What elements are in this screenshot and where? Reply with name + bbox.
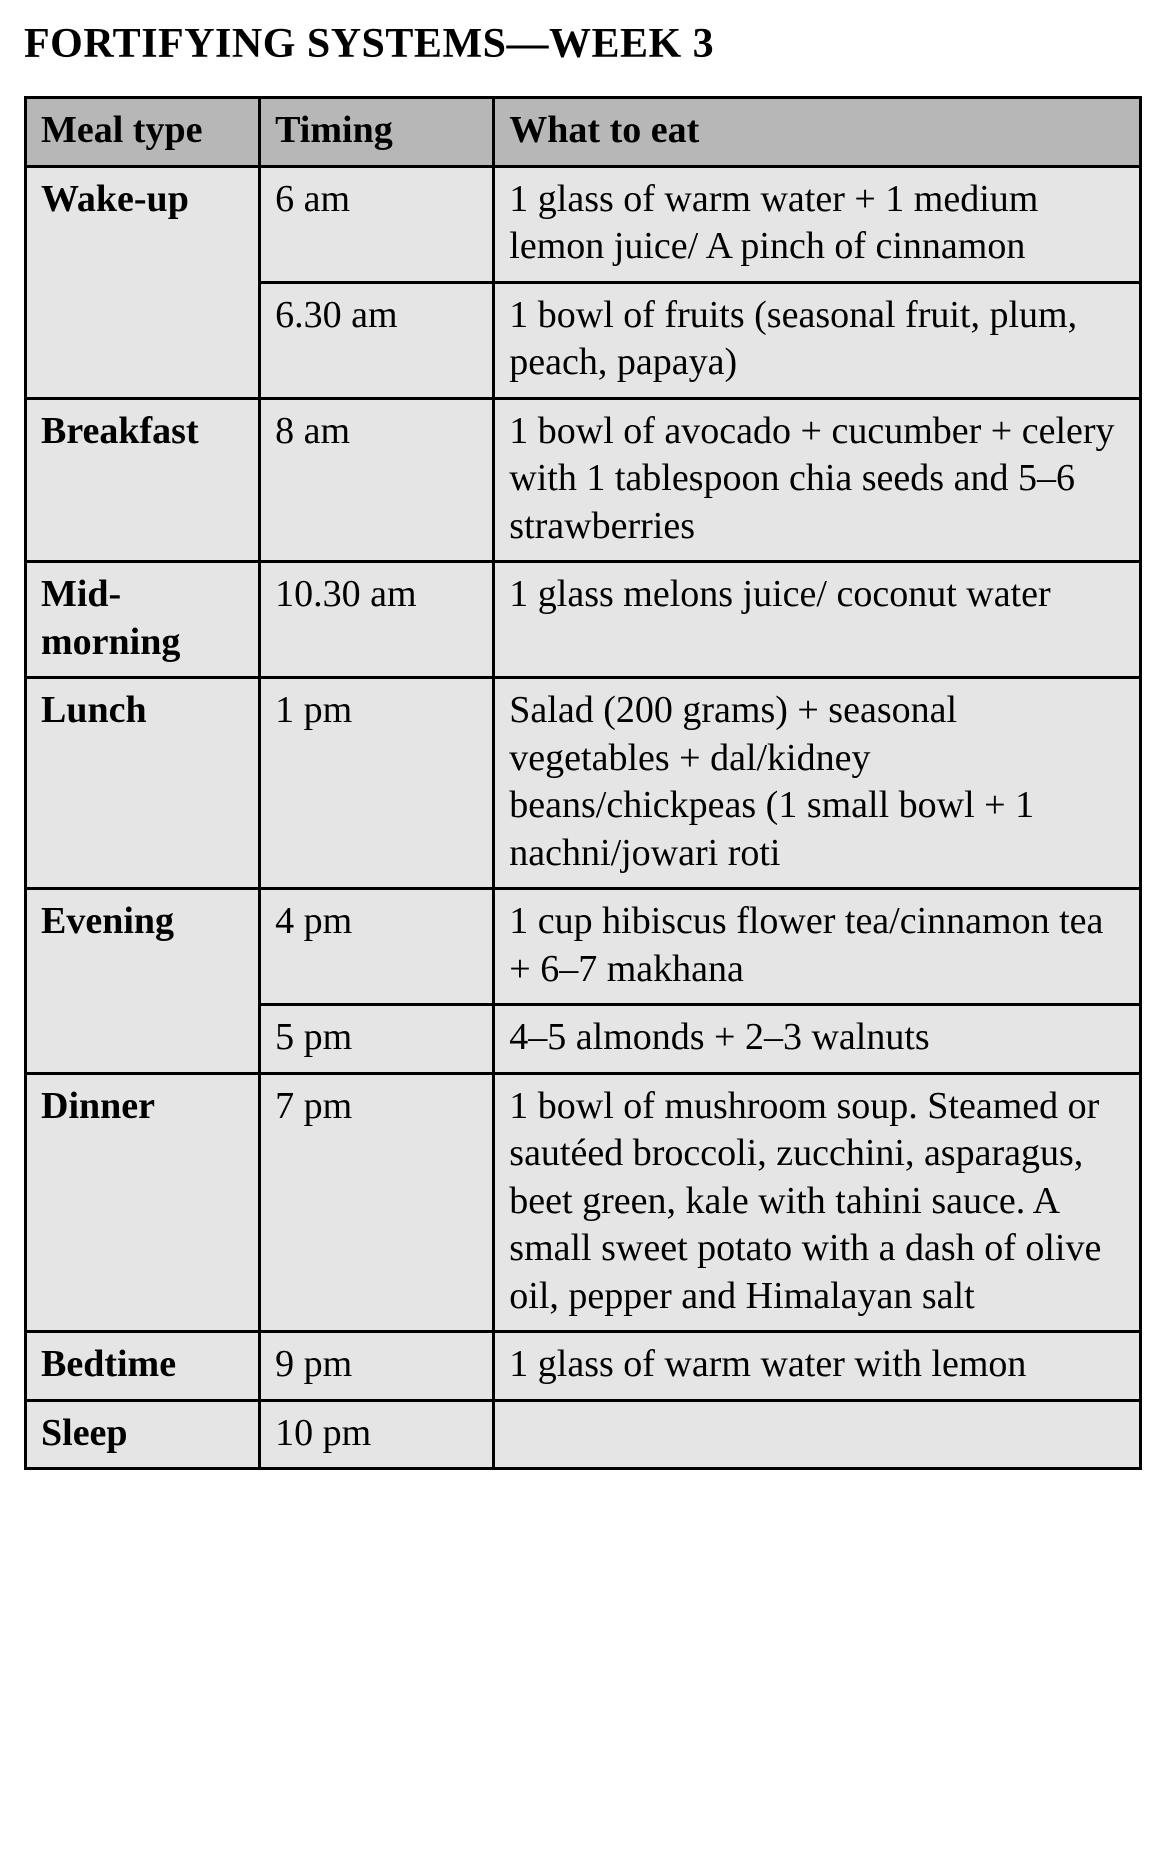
cell-timing: 9 pm bbox=[260, 1332, 494, 1401]
cell-meal-type: Wake-up bbox=[26, 166, 260, 398]
cell-meal-type: Bedtime bbox=[26, 1332, 260, 1401]
cell-meal-type: Evening bbox=[26, 889, 260, 1074]
col-header-meal-type: Meal type bbox=[26, 98, 260, 167]
meal-plan-body: Wake-up6 am1 glass of warm water + 1 med… bbox=[26, 166, 1141, 1469]
cell-what-to-eat bbox=[494, 1400, 1141, 1469]
cell-timing: 5 pm bbox=[260, 1005, 494, 1074]
cell-timing: 10 pm bbox=[260, 1400, 494, 1469]
cell-what-to-eat: 4–5 almonds + 2–3 walnuts bbox=[494, 1005, 1141, 1074]
cell-what-to-eat: 1 cup hibiscus flower tea/cinnamon tea +… bbox=[494, 889, 1141, 1005]
cell-timing: 6.30 am bbox=[260, 282, 494, 398]
cell-meal-type: Sleep bbox=[26, 1400, 260, 1469]
meal-plan-table: Meal type Timing What to eat Wake-up6 am… bbox=[24, 96, 1142, 1470]
cell-meal-type: Breakfast bbox=[26, 398, 260, 562]
cell-timing: 10.30 am bbox=[260, 562, 494, 678]
table-row: Breakfast8 am1 bowl of avocado + cucumbe… bbox=[26, 398, 1141, 562]
col-header-timing: Timing bbox=[260, 98, 494, 167]
cell-meal-type: Dinner bbox=[26, 1073, 260, 1332]
table-row: Sleep10 pm bbox=[26, 1400, 1141, 1469]
cell-what-to-eat: 1 glass of warm water + 1 medium lemon j… bbox=[494, 166, 1141, 282]
cell-meal-type: Lunch bbox=[26, 678, 260, 889]
cell-timing: 4 pm bbox=[260, 889, 494, 1005]
cell-timing: 1 pm bbox=[260, 678, 494, 889]
cell-what-to-eat: 1 bowl of avocado + cucumber + celery wi… bbox=[494, 398, 1141, 562]
page-title: FORTIFYING SYSTEMS—WEEK 3 bbox=[24, 20, 1142, 68]
cell-what-to-eat: Salad (200 grams) + seasonal vegetables … bbox=[494, 678, 1141, 889]
table-header-row: Meal type Timing What to eat bbox=[26, 98, 1141, 167]
table-row: Evening4 pm1 cup hibiscus flower tea/cin… bbox=[26, 889, 1141, 1005]
col-header-what: What to eat bbox=[494, 98, 1141, 167]
cell-what-to-eat: 1 bowl of mushroom soup. Steamed or saut… bbox=[494, 1073, 1141, 1332]
table-row: Bedtime9 pm1 glass of warm water with le… bbox=[26, 1332, 1141, 1401]
cell-timing: 7 pm bbox=[260, 1073, 494, 1332]
table-row: Lunch1 pmSalad (200 grams) + seasonal ve… bbox=[26, 678, 1141, 889]
cell-meal-type: Mid-morning bbox=[26, 562, 260, 678]
cell-what-to-eat: 1 glass melons juice/ coconut water bbox=[494, 562, 1141, 678]
cell-what-to-eat: 1 bowl of fruits (seasonal fruit, plum, … bbox=[494, 282, 1141, 398]
table-row: Mid-morning10.30 am1 glass melons juice/… bbox=[26, 562, 1141, 678]
cell-timing: 6 am bbox=[260, 166, 494, 282]
table-row: Wake-up6 am1 glass of warm water + 1 med… bbox=[26, 166, 1141, 282]
table-row: Dinner7 pm1 bowl of mushroom soup. Steam… bbox=[26, 1073, 1141, 1332]
cell-what-to-eat: 1 glass of warm water with lemon bbox=[494, 1332, 1141, 1401]
cell-timing: 8 am bbox=[260, 398, 494, 562]
